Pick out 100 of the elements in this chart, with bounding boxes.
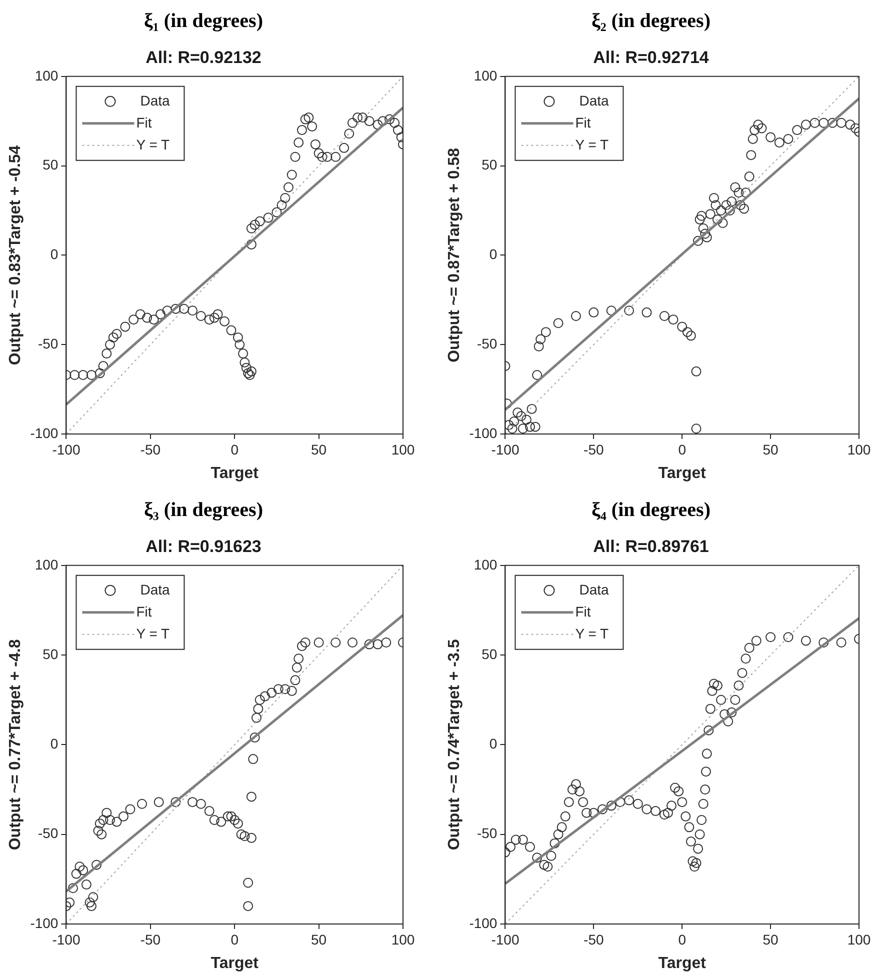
point xyxy=(240,831,250,842)
point xyxy=(347,638,358,648)
point xyxy=(78,865,88,876)
x-tick-label: -50 xyxy=(140,931,161,948)
legend-label: Data xyxy=(579,581,610,598)
point xyxy=(232,818,243,829)
point xyxy=(84,897,95,908)
point xyxy=(125,804,136,814)
point xyxy=(216,816,226,827)
point xyxy=(88,892,98,902)
chart-title: ξ₁ (in degrees) xyxy=(144,10,263,32)
point xyxy=(98,815,108,826)
point xyxy=(154,797,164,808)
y-tick-label: 0 xyxy=(50,736,58,752)
x-tick-label: 50 xyxy=(762,931,779,948)
legend-label: Data xyxy=(140,92,170,108)
y-tick-label: -100 xyxy=(30,914,58,931)
legend-label: Fit xyxy=(575,603,591,620)
legend-label: Y = T xyxy=(136,136,170,152)
point xyxy=(364,639,374,650)
x-tick-label: 50 xyxy=(762,441,779,458)
x-tick-label: 100 xyxy=(391,931,415,948)
point xyxy=(96,829,107,840)
point xyxy=(296,641,307,652)
point xyxy=(243,878,254,888)
chart-title: ξ₄ (in degrees) xyxy=(592,499,710,522)
x-tick-label: 100 xyxy=(847,931,871,948)
x-tick-label: 0 xyxy=(678,931,686,948)
point xyxy=(290,675,300,686)
chart-subtitle: All: R=0.92132 xyxy=(146,48,262,67)
point xyxy=(260,691,270,702)
point xyxy=(273,684,284,694)
legend-label: Y = T xyxy=(575,136,610,152)
y-tick-label: -50 xyxy=(476,825,498,842)
legend-label: Data xyxy=(140,581,170,598)
y-tick-label: 0 xyxy=(50,246,58,262)
y-tick-label: -50 xyxy=(476,335,498,352)
x-axis-title: Target xyxy=(210,464,260,482)
point xyxy=(71,868,82,879)
point xyxy=(236,829,246,840)
point xyxy=(280,684,290,694)
y-tick-label: 0 xyxy=(489,736,498,752)
point xyxy=(314,638,324,648)
y-tick-label: -100 xyxy=(469,424,498,441)
point xyxy=(381,638,392,648)
chart-subtitle: All: R=0.91623 xyxy=(146,536,262,556)
y-axis-title: Output ~= 0.77*Target + -4.8 xyxy=(7,639,24,850)
y-tick-label: 100 xyxy=(34,556,58,572)
x-tick-label: -50 xyxy=(140,441,161,458)
x-tick-label: 50 xyxy=(311,931,327,948)
y-tick-label: 50 xyxy=(42,646,58,662)
y-tick-label: -100 xyxy=(30,424,58,441)
x-tick-label: -50 xyxy=(584,441,604,458)
y-tick-label: -50 xyxy=(38,825,58,842)
x-tick-label: 100 xyxy=(391,441,415,458)
x-axis-title: Target xyxy=(210,954,260,972)
point xyxy=(74,862,85,872)
point xyxy=(243,901,254,912)
point xyxy=(118,811,128,822)
y-tick-label: 50 xyxy=(42,156,58,173)
y-tick-label: -100 xyxy=(469,914,498,931)
x-axis-title: Target xyxy=(658,954,707,972)
point xyxy=(292,662,302,673)
point xyxy=(94,818,105,829)
point xyxy=(286,686,297,696)
point xyxy=(248,754,258,764)
chart-subtitle: All: R=0.92714 xyxy=(593,48,710,67)
point xyxy=(92,860,102,870)
point xyxy=(246,792,256,802)
y-tick-label: 50 xyxy=(482,646,498,662)
x-tick-label: -50 xyxy=(584,931,604,948)
x-tick-label: 100 xyxy=(847,441,871,458)
point xyxy=(105,815,115,826)
x-tick-label: 0 xyxy=(230,931,239,948)
point xyxy=(136,798,147,809)
point xyxy=(81,880,92,890)
y-tick-label: 100 xyxy=(474,556,498,572)
point xyxy=(246,832,256,843)
chart-subtitle: All: R=0.89761 xyxy=(593,536,709,556)
y-tick-label: 0 xyxy=(489,246,498,262)
point xyxy=(102,808,112,818)
point xyxy=(254,694,265,705)
y-tick-label: 50 xyxy=(482,156,498,173)
point xyxy=(222,811,233,822)
y-axis-title: Output ~= 0.87*Target + 0.58 xyxy=(446,148,464,362)
chart-title: ξ₂ (in degrees) xyxy=(592,10,710,32)
point xyxy=(209,815,220,826)
legend-label: Fit xyxy=(575,114,591,130)
y-axis-title: Output ~= 0.74*Target + -3.5 xyxy=(446,639,464,850)
point xyxy=(253,704,264,714)
point xyxy=(250,732,260,743)
y-tick-label: 100 xyxy=(34,67,58,84)
y-tick-label: 100 xyxy=(474,67,498,84)
y-tick-label: -50 xyxy=(38,335,58,352)
point xyxy=(170,797,181,808)
x-axis-title: Target xyxy=(658,464,707,482)
point xyxy=(93,826,104,836)
legend-label: Y = T xyxy=(575,625,610,642)
point xyxy=(294,654,304,664)
legend-label: Y = T xyxy=(136,625,170,642)
